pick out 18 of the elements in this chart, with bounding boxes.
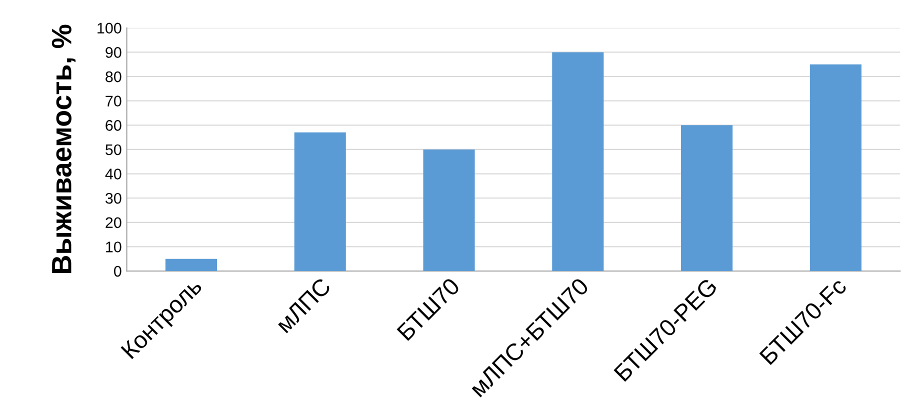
bar: [423, 149, 475, 272]
y-tick-label: 40: [105, 168, 122, 180]
y-tick-label: 0: [114, 266, 122, 277]
bar: [294, 132, 346, 272]
y-tick-label: 50: [106, 144, 122, 156]
y-tick-label: 30: [106, 192, 122, 204]
y-tick-label: 20: [106, 217, 122, 228]
y-tick-label: 60: [106, 120, 122, 131]
y-tick-label: 90: [106, 47, 122, 58]
bar: [552, 52, 604, 272]
y-tick-label: 10: [106, 242, 122, 252]
y-tick-label: 80: [106, 71, 122, 82]
bar: [165, 258, 217, 272]
y-tick-label: 100: [98, 22, 122, 34]
y-axis-title: Выживаемость, %: [52, 24, 76, 273]
bar: [681, 125, 733, 272]
y-tick-label: 70: [106, 96, 122, 107]
bar: [810, 64, 862, 272]
